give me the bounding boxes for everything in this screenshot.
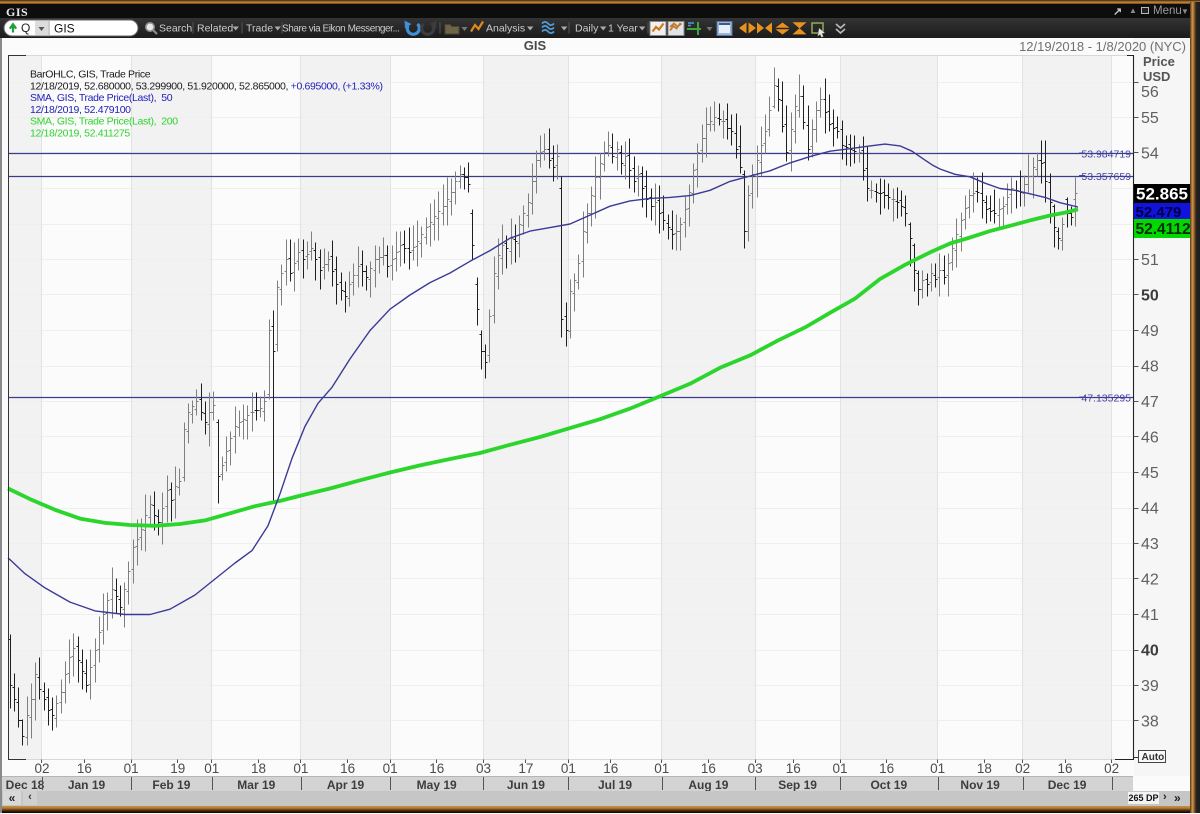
svg-text:54: 54 xyxy=(1141,146,1159,163)
svg-text:12/19/2018 - 1/8/2020 (NYC): 12/19/2018 - 1/8/2020 (NYC) xyxy=(1019,39,1186,54)
svg-text:17: 17 xyxy=(518,761,533,776)
svg-text:38: 38 xyxy=(1141,714,1159,731)
svg-text:01: 01 xyxy=(383,761,398,776)
svg-text:01: 01 xyxy=(930,761,945,776)
svg-text:USD: USD xyxy=(1143,69,1170,84)
svg-text:16: 16 xyxy=(603,761,618,776)
svg-text:01: 01 xyxy=(204,761,219,776)
svg-text:GIS: GIS xyxy=(54,22,75,36)
svg-text:47.135295: 47.135295 xyxy=(1081,393,1131,405)
svg-text:51: 51 xyxy=(1141,252,1159,269)
svg-text:1 Year: 1 Year xyxy=(608,23,638,35)
svg-text:Daily: Daily xyxy=(575,23,599,35)
svg-text:01: 01 xyxy=(561,761,576,776)
svg-text:16: 16 xyxy=(786,761,801,776)
svg-text:12/18/2019, 52.680000, 53.2999: 12/18/2019, 52.680000, 53.299900, 51.920… xyxy=(30,80,383,92)
svg-text:12/18/2019, 52.411275: 12/18/2019, 52.411275 xyxy=(30,128,130,140)
svg-text:Share via Eikon Messenger...: Share via Eikon Messenger... xyxy=(282,24,399,35)
svg-text:Price: Price xyxy=(1143,54,1175,69)
svg-text:Search: Search xyxy=(159,23,192,35)
svg-text:16: 16 xyxy=(1057,761,1072,776)
svg-text:52.4112: 52.4112 xyxy=(1136,221,1191,238)
svg-text:40: 40 xyxy=(1141,643,1159,660)
svg-text:01: 01 xyxy=(832,761,847,776)
svg-text:Related: Related xyxy=(197,23,233,35)
svg-text:SMA, GIS, Trade Price(Last),: SMA, GIS, Trade Price(Last), 200 xyxy=(30,116,178,128)
svg-text:53.357659: 53.357659 xyxy=(1081,171,1131,183)
svg-text:19: 19 xyxy=(170,761,185,776)
svg-text:16: 16 xyxy=(429,761,444,776)
svg-text:02: 02 xyxy=(1015,761,1030,776)
svg-text:44: 44 xyxy=(1141,501,1159,518)
svg-text:46: 46 xyxy=(1141,430,1159,447)
svg-text:03: 03 xyxy=(748,761,763,776)
svg-text:GIS: GIS xyxy=(524,38,547,53)
svg-text:50: 50 xyxy=(1141,288,1159,305)
svg-text:49: 49 xyxy=(1141,323,1159,340)
svg-text:43: 43 xyxy=(1141,536,1159,553)
svg-text:45: 45 xyxy=(1141,465,1159,482)
svg-text:39: 39 xyxy=(1141,678,1159,695)
svg-text:Trade: Trade xyxy=(246,23,273,35)
svg-text:SMA, GIS, Trade Price(Last),: SMA, GIS, Trade Price(Last), 50 xyxy=(30,92,173,104)
svg-text:01: 01 xyxy=(654,761,669,776)
svg-text:Q: Q xyxy=(21,21,30,35)
svg-text:01: 01 xyxy=(124,761,139,776)
svg-text:16: 16 xyxy=(340,761,355,776)
svg-text:12/18/2019, 52.479100: 12/18/2019, 52.479100 xyxy=(30,104,131,116)
svg-text:BarOHLC, GIS, Trade Price: BarOHLC, GIS, Trade Price xyxy=(30,69,151,81)
svg-text:41: 41 xyxy=(1141,607,1159,624)
svg-text:02: 02 xyxy=(1104,761,1119,776)
svg-text:55: 55 xyxy=(1141,110,1159,127)
svg-text:16: 16 xyxy=(77,761,92,776)
svg-text:Auto: Auto xyxy=(1142,752,1165,763)
svg-text:02: 02 xyxy=(34,761,49,776)
svg-text:42: 42 xyxy=(1141,572,1159,589)
svg-text:53.984719: 53.984719 xyxy=(1081,149,1131,161)
svg-text:16: 16 xyxy=(879,761,894,776)
svg-text:16: 16 xyxy=(701,761,716,776)
svg-text:52.479: 52.479 xyxy=(1136,204,1182,221)
svg-text:18: 18 xyxy=(251,761,266,776)
svg-text:Analysis: Analysis xyxy=(486,23,525,35)
svg-text:52.865: 52.865 xyxy=(1136,185,1188,204)
svg-text:56: 56 xyxy=(1141,84,1159,101)
svg-text:01: 01 xyxy=(293,761,308,776)
svg-text:48: 48 xyxy=(1141,359,1159,376)
svg-text:18: 18 xyxy=(977,761,992,776)
svg-text:03: 03 xyxy=(476,761,491,776)
svg-text:47: 47 xyxy=(1141,394,1159,411)
